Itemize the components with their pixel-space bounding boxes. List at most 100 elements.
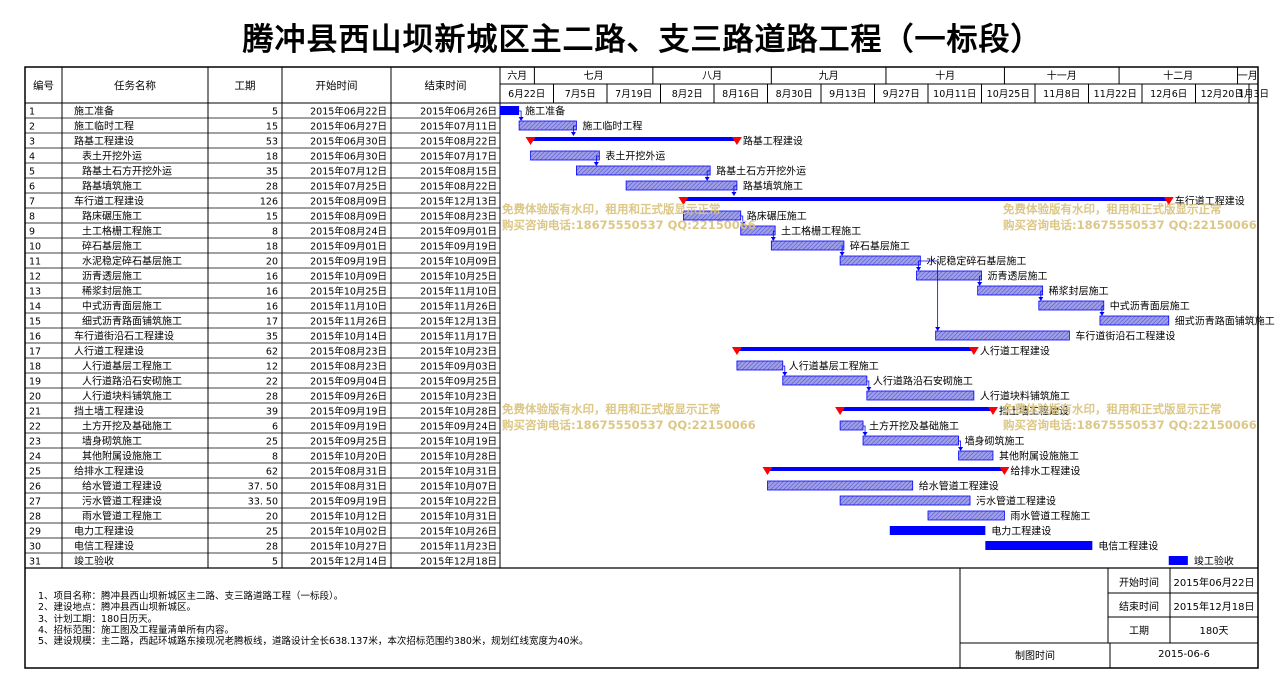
task-id: 18 (29, 362, 41, 373)
task-name: 细式沥青路面铺筑施工 (82, 315, 182, 328)
task-duration: 28 (266, 392, 278, 403)
summary-start-marker (762, 467, 773, 475)
bar-label: 水泥稳定碎石基层施工 (926, 255, 1026, 268)
dependency-arrowhead (731, 192, 737, 196)
task-start: 2015年07月12日 (310, 166, 387, 178)
task-duration: 62 (266, 467, 278, 478)
task-name: 墙身砌筑施工 (82, 435, 142, 448)
bar-label: 施工准备 (525, 105, 565, 118)
task-duration: 25 (266, 527, 278, 538)
task-bar (935, 330, 1070, 341)
task-bar (576, 165, 711, 176)
task-bar (770, 240, 845, 251)
dependency-arrowhead (862, 432, 868, 436)
summary-start-marker (731, 347, 742, 355)
task-id: 28 (29, 512, 41, 523)
task-end: 2015年07月11日 (420, 121, 497, 133)
task-id: 23 (29, 437, 41, 448)
month-label: 八月 (702, 70, 722, 82)
task-end: 2015年09月01日 (420, 226, 497, 238)
summary-bar (840, 407, 993, 411)
task-start: 2015年07月25日 (310, 181, 387, 193)
dependency-arrowhead (839, 252, 845, 256)
dependency-arrowhead (740, 222, 746, 226)
task-name: 给水管道工程建设 (82, 480, 162, 493)
task-id: 21 (29, 407, 41, 418)
task-start: 2015年06月30日 (310, 136, 387, 148)
task-start: 2015年06月30日 (310, 151, 387, 163)
task-name: 路基土石方开挖外运 (82, 165, 172, 178)
task-start: 2015年08月09日 (310, 196, 387, 208)
task-duration: 15 (266, 212, 278, 223)
footer-table (25, 567, 1258, 668)
watermark-text: 购买咨询电话:18675550537 QQ:22150066 (502, 218, 756, 232)
task-bar (839, 255, 921, 266)
bar-label: 给水管道工程建设 (919, 480, 999, 493)
task-duration: 20 (266, 512, 278, 523)
header-end: 结束时间 (425, 79, 467, 92)
task-start: 2015年08月24日 (310, 226, 387, 238)
week-label: 8月30日 (776, 89, 813, 100)
task-duration: 5 (272, 107, 278, 118)
task-end: 2015年08月15日 (420, 166, 497, 178)
task-name: 车行道街沿石工程建设 (74, 330, 174, 343)
task-end: 2015年06月26日 (420, 106, 497, 118)
watermark-text: 购买咨询电话:18675550537 QQ:22150066 (502, 418, 756, 432)
task-duration: 35 (266, 167, 278, 178)
bar-label: 雨水管道工程施工 (1010, 510, 1090, 523)
task-bar (500, 106, 520, 115)
note-line: 4、招标范围：施工图及工程量清单所有内容。 (38, 624, 235, 636)
task-start: 2015年06月22日 (310, 106, 387, 118)
footer-duration-value: 180天 (1199, 625, 1229, 637)
task-start: 2015年09月01日 (310, 241, 387, 253)
summary-bar (530, 137, 737, 141)
task-end: 2015年07月17日 (420, 151, 497, 163)
bar-label: 中式沥青面层施工 (1110, 300, 1190, 313)
task-duration: 5 (272, 557, 278, 568)
task-id: 4 (29, 152, 35, 163)
task-id: 14 (29, 302, 41, 313)
page-title: 腾冲县西山坝新城区主二路、支三路道路工程（一标段） (242, 22, 1043, 58)
week-label: 10月25日 (987, 89, 1030, 100)
task-start: 2015年11月10日 (310, 301, 387, 313)
month-label: 九月 (819, 70, 839, 82)
task-start: 2015年11月26日 (310, 316, 387, 328)
bar-label: 挡土墙工程建设 (999, 405, 1069, 418)
task-bar (916, 270, 982, 281)
task-id: 17 (29, 347, 41, 358)
task-name: 水泥稳定碎石基层施工 (82, 255, 182, 268)
task-name: 人行道路沿石安砌施工 (82, 375, 182, 388)
watermark-text: 购买咨询电话:18675550537 QQ:22150066 (1003, 418, 1257, 432)
summary-start-marker (678, 197, 689, 205)
week-label: 6月22日 (508, 89, 545, 100)
task-id: 20 (29, 392, 41, 403)
task-duration: 8 (272, 227, 278, 238)
task-name: 电信工程建设 (74, 540, 134, 553)
bar-label: 沥青透层施工 (988, 270, 1048, 283)
task-end: 2015年10月22日 (420, 496, 497, 508)
task-id: 1 (29, 107, 35, 118)
task-start: 2015年06月27日 (310, 121, 387, 133)
bar-label: 稀浆封层施工 (1049, 285, 1109, 298)
task-name: 土方开挖及基础施工 (82, 420, 172, 433)
dependency-arrowhead (1038, 297, 1044, 301)
task-bar (530, 150, 600, 161)
task-name: 路基填筑施工 (82, 180, 142, 193)
dependency-arrowhead (1099, 312, 1105, 316)
task-id: 3 (29, 137, 35, 148)
week-label: 10月11日 (933, 89, 976, 100)
task-duration: 18 (266, 152, 278, 163)
bar-label: 土方开挖及基础施工 (869, 420, 959, 433)
task-bar (889, 526, 986, 535)
task-start: 2015年10月12日 (310, 511, 387, 523)
task-name: 给排水工程建设 (74, 465, 144, 478)
bar-label: 给排水工程建设 (1010, 465, 1080, 478)
task-duration: 25 (266, 437, 278, 448)
task-start: 2015年09月19日 (310, 421, 387, 433)
footer-drawn-value: 2015-06-6 (1158, 648, 1210, 660)
task-duration: 126 (260, 197, 278, 208)
task-duration: 15 (266, 122, 278, 133)
task-id: 6 (29, 182, 35, 193)
